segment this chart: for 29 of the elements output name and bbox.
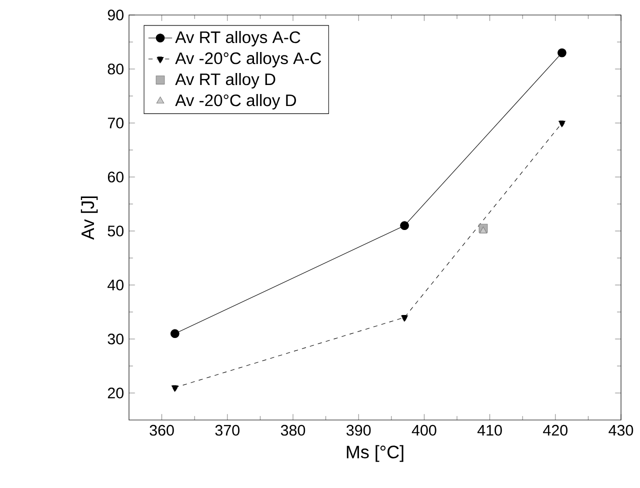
x-tick-label: 420 bbox=[543, 424, 568, 436]
point bbox=[558, 120, 566, 128]
legend-label: Av -20°C alloy D bbox=[175, 94, 296, 110]
point bbox=[400, 221, 409, 230]
y-tick-label: 70 bbox=[108, 118, 124, 128]
y-axis-title: Av [J] bbox=[80, 196, 98, 240]
point bbox=[479, 226, 488, 234]
x-tick-label: 370 bbox=[215, 424, 240, 436]
y-tick-label: 40 bbox=[108, 280, 124, 290]
y-tick-label: 90 bbox=[108, 10, 124, 20]
legend-label: Av -20°C alloys A-C bbox=[175, 52, 322, 68]
y-tick-label: 30 bbox=[108, 334, 124, 344]
y-tick-label: 80 bbox=[108, 64, 124, 74]
x-tick-label: 380 bbox=[280, 424, 306, 436]
x-tick-label: 400 bbox=[412, 424, 436, 436]
point bbox=[170, 329, 180, 338]
x-tick-label: 390 bbox=[346, 424, 371, 436]
x-axis-title: Ms [°C] bbox=[346, 445, 404, 462]
x-tick-label: 430 bbox=[608, 424, 634, 436]
x-tick-label: 360 bbox=[150, 424, 174, 436]
point bbox=[171, 385, 179, 392]
point bbox=[558, 48, 566, 58]
legend-label: Av RT alloys A-C bbox=[175, 30, 300, 46]
y-tick-label: 20 bbox=[108, 388, 124, 398]
x-tick-label: 410 bbox=[477, 424, 502, 436]
y-tick-label: 50 bbox=[108, 226, 124, 236]
point bbox=[400, 315, 408, 322]
y-tick-label: 60 bbox=[108, 172, 124, 182]
legend-label: Av RT alloy D bbox=[175, 73, 276, 88]
